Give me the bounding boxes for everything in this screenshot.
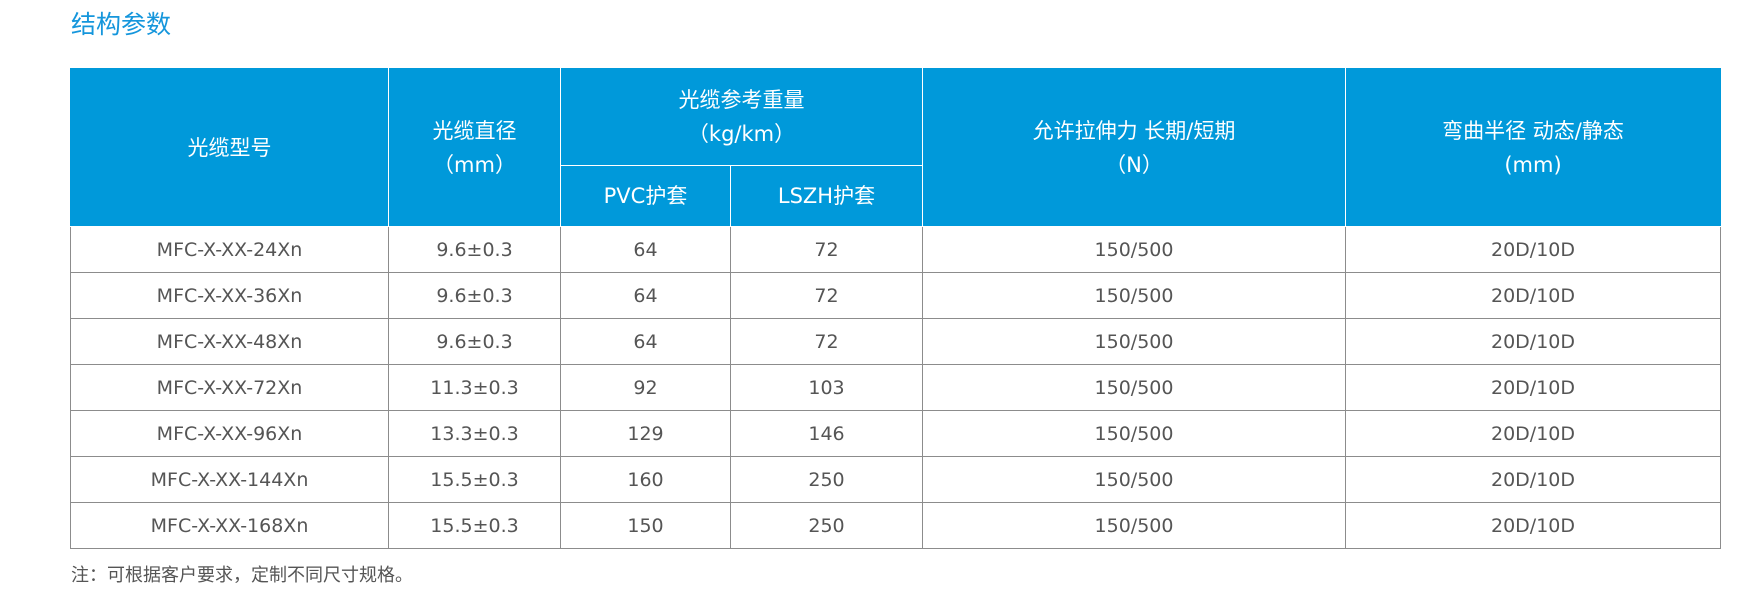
header-tensile: 允许拉伸力 长期/短期 （N） <box>922 68 1346 227</box>
subheader-row: PVC护套 LSZH护套 <box>71 165 1721 227</box>
header-row: 光缆型号 光缆直径 （mm） 光缆参考重量 （kg/km） 允许拉伸力 长期/短期（… <box>70 68 1721 227</box>
cell-model: MFC-X-XX-48Xn <box>70 318 389 365</box>
table-row: MFC-X-XX-36Xn 9.6±0.3 64 72 150/500 20D/10D <box>70 272 1721 319</box>
header-pvc: PVC护套 <box>560 165 731 227</box>
cell-diameter: 15.5±0.3 <box>388 456 561 503</box>
cell-diameter: 9.6±0.3 <box>388 272 561 319</box>
cell-tensile: 150/500 <box>922 410 1346 457</box>
cell-diameter: 13.3±0.3 <box>388 410 561 457</box>
cell-diameter: 15.5±0.3 <box>388 502 561 549</box>
table-row: MFC-X-XX-72Xn 11.3±0.3 92 103 150/500 20D/10D <box>70 364 1721 411</box>
cell-bend: 20D/10D <box>1345 272 1721 319</box>
cell-lszh: 146 <box>730 410 923 457</box>
footnote: 注：可根据客户要求，定制不同尺寸规格。 <box>71 565 413 586</box>
cell-pvc: 150 <box>560 502 731 549</box>
cell-tensile: 150/500 <box>922 272 1346 319</box>
cell-bend: 20D/10D <box>1345 318 1721 365</box>
spec-table: 光缆型号 光缆直径 （mm） 光缆参考重量 （kg/km） 允许拉伸力 长期/短期（… <box>70 68 1721 549</box>
cell-model: MFC-X-XX-144Xn <box>70 456 389 503</box>
cell-model: MFC-X-XX-72Xn <box>70 364 389 411</box>
cell-diameter: 9.6±0.3 <box>388 318 561 365</box>
header-lszh: LSZH护套 <box>730 165 923 227</box>
header-diameter: 光缆直径 （mm） <box>388 68 561 227</box>
cell-lszh: 250 <box>730 502 923 549</box>
cell-model: MFC-X-XX-36Xn <box>70 272 389 319</box>
table-row: MFC-X-XX-24Xn 9.6±0.3 64 72 150/500 20D/10D <box>70 226 1721 273</box>
cell-pvc: 92 <box>560 364 731 411</box>
cell-model: MFC-X-XX-96Xn <box>70 410 389 457</box>
cell-pvc: 160 <box>560 456 731 503</box>
cell-diameter: 9.6±0.3 <box>388 226 561 273</box>
cell-bend: 20D/10D <box>1345 226 1721 273</box>
cell-tensile: 150/500 <box>922 502 1346 549</box>
cell-lszh: 72 <box>730 226 923 273</box>
cell-pvc: 64 <box>560 226 731 273</box>
cell-diameter: 11.3±0.3 <box>388 364 561 411</box>
cell-lszh: 103 <box>730 364 923 411</box>
table-row: MFC-X-XX-96Xn 13.3±0.3 129 146 150/500 20D/10… <box>70 410 1721 457</box>
header-model: 光缆型号 <box>70 68 389 227</box>
cell-lszh: 250 <box>730 456 923 503</box>
table-row: MFC-X-XX-144Xn 15.5±0.3 160 250 150/500 20D/1… <box>70 456 1721 503</box>
cell-bend: 20D/10D <box>1345 502 1721 549</box>
header-bend: 弯曲半径 动态/静态 (mm) <box>1345 68 1721 227</box>
cell-lszh: 72 <box>730 272 923 319</box>
header-weight: 光缆参考重量 （kg/km） <box>560 68 923 166</box>
section-title: 结构参数 <box>71 10 172 39</box>
cell-bend: 20D/10D <box>1345 456 1721 503</box>
cell-model: MFC-X-XX-168Xn <box>70 502 389 549</box>
table-row: MFC-X-XX-48Xn 9.6±0.3 64 72 150/500 20D/10D <box>70 318 1721 365</box>
cell-bend: 20D/10D <box>1345 410 1721 457</box>
cell-model: MFC-X-XX-24Xn <box>70 226 389 273</box>
cell-tensile: 150/500 <box>922 364 1346 411</box>
cell-tensile: 150/500 <box>922 456 1346 503</box>
cell-tensile: 150/500 <box>922 226 1346 273</box>
cell-pvc: 64 <box>560 318 731 365</box>
cell-pvc: 129 <box>560 410 731 457</box>
cell-bend: 20D/10D <box>1345 364 1721 411</box>
table-row: MFC-X-XX-168Xn 15.5±0.3 150 250 150/500 20D/1… <box>70 502 1721 549</box>
cell-pvc: 64 <box>560 272 731 319</box>
cell-lszh: 72 <box>730 318 923 365</box>
cell-tensile: 150/500 <box>922 318 1346 365</box>
